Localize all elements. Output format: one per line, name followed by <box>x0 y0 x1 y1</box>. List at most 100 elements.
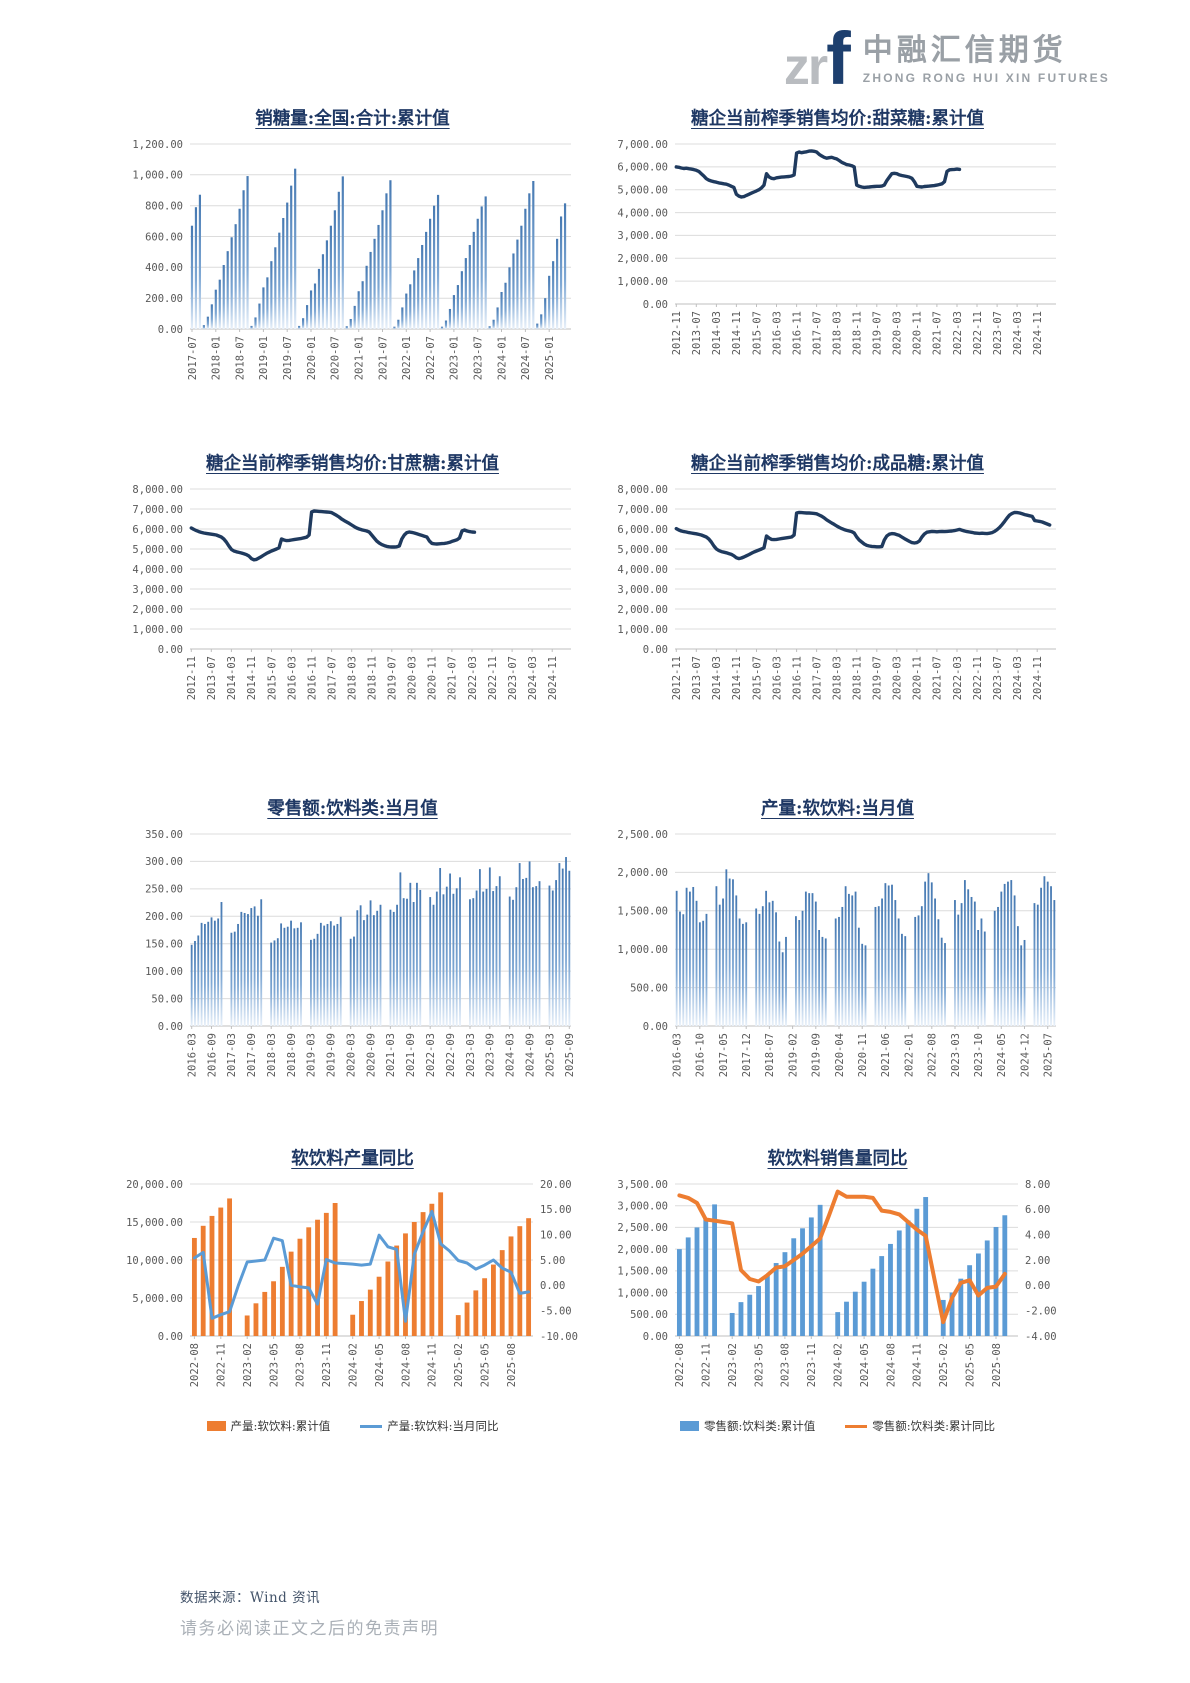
svg-text:2024-11: 2024-11 <box>427 1343 439 1387</box>
svg-text:10.00: 10.00 <box>540 1230 572 1242</box>
chart-title: 零售额:饮料类:当月值 <box>267 799 438 819</box>
svg-text:2023-08: 2023-08 <box>780 1343 792 1387</box>
x-axis-labels: 2016-03 2016-09 2017-03 2017-09 2018-03 2018-… <box>187 1026 576 1078</box>
svg-text:0.00: 0.00 <box>643 1021 668 1033</box>
chart-plot-softdrink-output: 0.00 500.00 1,000.00 1,500.00 2,000.00 2,500.… <box>617 829 1056 1078</box>
svg-text:2024-07: 2024-07 <box>520 336 532 380</box>
bar-series-0 <box>191 1192 532 1337</box>
svg-text:2,500.00: 2,500.00 <box>617 1222 668 1234</box>
svg-text:2018-11: 2018-11 <box>367 656 379 700</box>
chart-plot-cane-sugar-price: 0.00 1,000.00 2,000.00 3,000.00 4,000.00 5,00… <box>132 484 571 701</box>
svg-text:2021-03: 2021-03 <box>385 1033 397 1077</box>
svg-text:2021-07: 2021-07 <box>447 656 459 700</box>
chart-plot-softdrink-sales-yoy: 0.00 500.00 1,000.00 1,500.00 2,000.00 2,500.… <box>617 1179 1056 1387</box>
chart-plot-finished-sugar-price: 0.00 1,000.00 2,000.00 3,000.00 4,000.00 5,00… <box>617 484 1056 701</box>
svg-text:1,000.00: 1,000.00 <box>132 170 183 182</box>
svg-text:2023-03: 2023-03 <box>950 1033 962 1077</box>
chart-title: 软饮料销售量同比 <box>767 1149 908 1169</box>
svg-text:10,000.00: 10,000.00 <box>126 1255 183 1267</box>
svg-text:2020-11: 2020-11 <box>857 1033 869 1077</box>
y-axis-left-labels: 0.00 200.00 400.00 600.00 800.00 1,000.00 1,20… <box>132 139 183 336</box>
logo-zr-text: zr <box>783 38 828 96</box>
y-axis-left-labels: 0.00 500.00 1,000.00 1,500.00 2,000.00 2,500.… <box>617 829 668 1033</box>
svg-text:6,000.00: 6,000.00 <box>617 524 668 536</box>
svg-text:2.00: 2.00 <box>1025 1255 1050 1267</box>
svg-text:7,000.00: 7,000.00 <box>132 504 183 516</box>
svg-text:2023-11: 2023-11 <box>321 1343 333 1387</box>
svg-text:4,000.00: 4,000.00 <box>617 208 668 220</box>
svg-text:0.00: 0.00 <box>643 644 668 656</box>
line-series-0 <box>674 510 1052 561</box>
disclaimer-note: 请务必阅读正文之后的免责声明 <box>180 1619 439 1639</box>
svg-text:2017-05: 2017-05 <box>718 1033 730 1077</box>
svg-text:2024-02: 2024-02 <box>348 1343 360 1387</box>
svg-text:2022-11: 2022-11 <box>487 656 499 700</box>
svg-text:8.00: 8.00 <box>1025 1179 1050 1191</box>
svg-text:2017-07: 2017-07 <box>187 336 199 380</box>
svg-text:2018-11: 2018-11 <box>852 656 864 700</box>
svg-text:2019-09: 2019-09 <box>811 1033 823 1077</box>
svg-text:2,000.00: 2,000.00 <box>617 604 668 616</box>
svg-text:7,000.00: 7,000.00 <box>617 504 668 516</box>
svg-text:2021-07: 2021-07 <box>932 311 944 355</box>
svg-text:4,000.00: 4,000.00 <box>132 564 183 576</box>
chart-plot-sugar-sales: 0.00 200.00 400.00 600.00 800.00 1,000.00 1,20… <box>132 139 571 381</box>
svg-text:3,000.00: 3,000.00 <box>617 1201 668 1213</box>
svg-text:2025-01: 2025-01 <box>544 336 556 380</box>
svg-text:2022-11: 2022-11 <box>701 1343 713 1387</box>
svg-text:2023-01: 2023-01 <box>449 336 461 380</box>
svg-text:2014-03: 2014-03 <box>711 311 723 355</box>
gridlines <box>190 488 571 630</box>
line-series-0 <box>674 149 962 199</box>
gridlines <box>190 143 571 299</box>
svg-text:0.00: 0.00 <box>643 1331 668 1343</box>
charts-grid: 销糖量:全国:合计:累计值 0.00 200.00 400.00 600.00 800.… <box>120 100 1070 1434</box>
chart-finished-sugar-price: 糖企当前榨季销售均价:成品糖:累计值 0.00 1,000.00 2,000.00 3… <box>605 445 1070 790</box>
svg-text:2024-03: 2024-03 <box>505 1033 517 1077</box>
svg-text:2019-01: 2019-01 <box>258 336 270 380</box>
svg-text:2023-03: 2023-03 <box>465 1033 477 1077</box>
chart-title: 销糖量:全国:合计:累计值 <box>255 109 450 129</box>
y-axis-left-labels: 0.00 5,000.00 10,000.00 15,000.00 20,000.00 <box>126 1179 183 1343</box>
chart-beet-sugar-price: 糖企当前榨季销售均价:甜菜糖:累计值 0.00 1,000.00 2,000.00 3… <box>605 100 1070 445</box>
legend-line-swatch <box>360 1424 383 1428</box>
svg-text:6,000.00: 6,000.00 <box>617 162 668 174</box>
svg-text:2023-02: 2023-02 <box>727 1343 739 1387</box>
svg-text:2015-07: 2015-07 <box>266 656 278 700</box>
svg-text:2022-03: 2022-03 <box>952 311 964 355</box>
svg-text:5,000.00: 5,000.00 <box>132 544 183 556</box>
svg-text:2016-03: 2016-03 <box>672 1033 684 1077</box>
svg-text:2,000.00: 2,000.00 <box>617 867 668 879</box>
svg-text:2016-03: 2016-03 <box>187 1033 199 1077</box>
svg-text:2019-09: 2019-09 <box>326 1033 338 1077</box>
gridlines <box>675 1183 1018 1316</box>
svg-text:2018-03: 2018-03 <box>347 656 359 700</box>
svg-text:2023-07: 2023-07 <box>473 336 485 380</box>
svg-text:4.00: 4.00 <box>1025 1230 1050 1242</box>
svg-text:2023-10: 2023-10 <box>973 1033 985 1077</box>
svg-text:2024-05: 2024-05 <box>374 1343 386 1387</box>
chart-softdrink-output-monthly: 产量:软饮料:当月值 0.00 500.00 1,000.00 1,500.00 2,0… <box>605 790 1070 1140</box>
legend-label: 产量:软饮料:累计值 <box>230 1419 331 1434</box>
svg-text:2022-03: 2022-03 <box>952 656 964 700</box>
svg-text:2025-09: 2025-09 <box>564 1033 576 1077</box>
svg-text:2022-08: 2022-08 <box>189 1343 201 1387</box>
svg-text:2024-05: 2024-05 <box>996 1033 1008 1077</box>
line-series-1 <box>677 1189 1007 1325</box>
svg-text:2019-03: 2019-03 <box>306 1033 318 1077</box>
chart-softdrink-sales-yoy: 软饮料销售量同比 0.00 500.00 1,000.00 1,500.00 2,000… <box>605 1140 1070 1434</box>
svg-text:2014-11: 2014-11 <box>246 656 258 700</box>
svg-text:2017-09: 2017-09 <box>246 1033 258 1077</box>
svg-text:200.00: 200.00 <box>145 911 183 923</box>
svg-text:2,000.00: 2,000.00 <box>617 253 668 265</box>
chart-cane-sugar-price: 糖企当前榨季销售均价:甘蔗糖:累计值 0.00 1,000.00 2,000.00 3… <box>120 445 585 790</box>
svg-text:2012-11: 2012-11 <box>671 656 683 700</box>
svg-text:2025-07: 2025-07 <box>1043 1033 1055 1077</box>
svg-text:5,000.00: 5,000.00 <box>617 544 668 556</box>
chart-beverage-retail-monthly: 零售额:饮料类:当月值 0.00 50.00 100.00 150.00 200.00 2… <box>120 790 585 1140</box>
svg-text:2022-01: 2022-01 <box>401 336 413 380</box>
svg-text:2021-07: 2021-07 <box>932 656 944 700</box>
svg-text:2022-03: 2022-03 <box>425 1033 437 1077</box>
legend-item: 零售额:饮料类:累计同比 <box>845 1418 995 1434</box>
svg-text:2023-08: 2023-08 <box>295 1343 307 1387</box>
